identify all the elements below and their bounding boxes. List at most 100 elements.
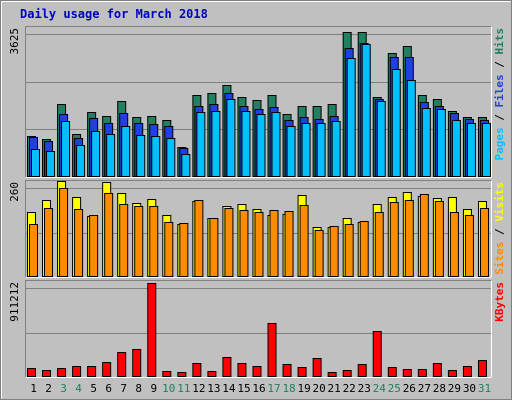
bar-kbytes-day-22: [342, 370, 352, 377]
legend-visits: Sites / Visits: [493, 182, 506, 275]
x-tick-label-day-8: 8: [135, 382, 142, 395]
bar-pages-day-6: [106, 134, 116, 177]
bar-kbytes-day-27: [417, 369, 427, 377]
bar-kbytes-day-14: [222, 357, 232, 377]
x-tick-label-day-30: 30: [463, 382, 476, 395]
x-tick-label-day-4: 4: [75, 382, 82, 395]
bar-sites-day-12: [194, 200, 204, 277]
chart-panels: 3625 Pages / Files / Hits 260 Sites / Visit…: [8, 26, 506, 378]
bar-kbytes-day-17: [267, 323, 277, 377]
bar-sites-day-3: [59, 188, 69, 277]
bar-sites-day-26: [404, 200, 414, 277]
bar-kbytes-day-2: [42, 370, 52, 377]
bar-pages-day-18: [286, 126, 296, 177]
x-tick-label-day-28: 28: [433, 382, 446, 395]
bar-kbytes-day-28: [432, 363, 442, 377]
bar-kbytes-day-3: [57, 368, 67, 377]
x-axis-labels: 1 2 3 4 5 6 7 8 9 10 11 12 13 14 15 16 17 18 19 20 21 22 23 24 2…: [30, 382, 491, 395]
bar-kbytes-day-29: [447, 370, 457, 377]
x-tick-label-day-10: 10: [162, 382, 175, 395]
bar-sites-day-6: [104, 193, 114, 277]
bar-sites-day-30: [464, 215, 474, 277]
bar-sites-day-22: [344, 224, 354, 277]
bar-pages-day-17: [271, 112, 281, 177]
bar-pages-day-30: [466, 123, 476, 177]
bar-kbytes-day-6: [102, 362, 112, 377]
legend-segment-visits-0: Sites: [493, 242, 506, 275]
bar-kbytes-day-31: [477, 360, 487, 377]
x-tick-label-day-24: 24: [373, 382, 387, 395]
bar-pages-day-14: [226, 99, 236, 177]
ymax-label-visits: 260: [8, 182, 21, 202]
x-tick-label-day-19: 19: [297, 382, 310, 395]
x-tick-label-day-1: 1: [30, 382, 37, 395]
bar-sites-day-9: [149, 206, 159, 277]
legend-segment-traffic-3: /: [493, 55, 506, 75]
chart-title: Daily usage for March 2018: [20, 7, 208, 21]
bar-pages-day-2: [46, 151, 56, 177]
bar-sites-day-29: [449, 212, 459, 277]
panel-traffic: 3625 Pages / Files / Hits: [8, 26, 506, 178]
bar-kbytes-day-11: [177, 372, 187, 377]
bar-pages-day-8: [136, 135, 146, 177]
bar-kbytes-day-15: [237, 363, 247, 377]
x-tick-label-day-23: 23: [358, 382, 371, 395]
bar-sites-day-10: [164, 222, 174, 277]
bar-pages-day-4: [76, 145, 86, 177]
panel-kbytes: 911212 KBytes: [8, 280, 506, 378]
bar-pages-day-20: [316, 123, 326, 177]
bar-sites-day-31: [479, 208, 489, 277]
bar-pages-day-28: [436, 109, 446, 177]
bar-sites-day-13: [209, 218, 219, 277]
bar-sites-day-16: [254, 212, 264, 277]
x-tick-label-day-17: 17: [267, 382, 280, 395]
bar-sites-day-11: [179, 223, 189, 277]
legend-segment-kbytes-0: KBytes: [493, 282, 506, 322]
x-tick-label-day-11: 11: [177, 382, 190, 395]
legend-segment-traffic-4: Hits: [493, 28, 506, 55]
x-tick-label-day-25: 25: [388, 382, 401, 395]
bar-pages-day-1: [31, 149, 40, 177]
bar-kbytes-day-18: [282, 364, 292, 377]
bar-sites-day-18: [284, 211, 294, 277]
bar-pages-day-9: [151, 136, 161, 177]
x-tick-label-day-27: 27: [418, 382, 431, 395]
x-tick-label-day-12: 12: [192, 382, 205, 395]
x-tick-label-day-22: 22: [343, 382, 356, 395]
bar-kbytes-day-8: [132, 349, 142, 377]
bar-kbytes-day-16: [252, 366, 262, 377]
x-tick-label-day-31: 31: [478, 382, 491, 395]
bar-kbytes-day-20: [312, 358, 322, 377]
bar-pages-day-5: [91, 131, 101, 177]
x-tick-label-day-5: 5: [90, 382, 97, 395]
bar-sites-day-21: [329, 226, 339, 277]
x-tick-label-day-6: 6: [105, 382, 112, 395]
bar-pages-day-26: [406, 80, 416, 177]
bar-sites-day-17: [269, 210, 279, 277]
bar-pages-day-12: [196, 112, 206, 177]
bar-kbytes-day-4: [72, 366, 82, 377]
bar-kbytes-day-26: [402, 369, 412, 377]
bar-pages-day-16: [256, 114, 266, 177]
panel-visits: 260 Sites / Visits: [8, 180, 506, 278]
bar-pages-day-29: [451, 120, 461, 177]
x-tick-label-day-7: 7: [120, 382, 127, 395]
bar-pages-day-13: [211, 111, 221, 177]
bar-sites-day-14: [224, 208, 234, 277]
bar-kbytes-day-23: [357, 364, 367, 377]
bar-kbytes-day-9: [147, 283, 157, 377]
ymax-label-kbytes: 911212: [8, 282, 21, 322]
bar-pages-day-11: [181, 154, 191, 177]
bar-pages-day-22: [346, 58, 356, 177]
plot-area-kbytes: [25, 280, 492, 378]
x-tick-label-day-29: 29: [448, 382, 461, 395]
bar-sites-day-25: [389, 202, 399, 277]
bar-sites-day-28: [434, 201, 444, 277]
bar-sites-day-27: [419, 194, 429, 277]
x-tick-label-day-13: 13: [207, 382, 220, 395]
x-tick-label-day-26: 26: [403, 382, 416, 395]
legend-segment-traffic-2: Files: [493, 74, 506, 107]
ymax-label-traffic: 3625: [8, 28, 21, 55]
bar-kbytes-day-30: [462, 366, 472, 377]
